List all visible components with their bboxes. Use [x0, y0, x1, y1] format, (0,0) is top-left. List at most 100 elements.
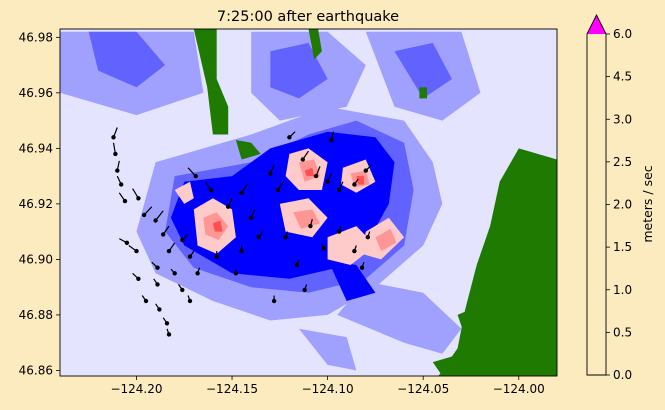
y-tick-label: 46.86 — [19, 363, 53, 377]
x-tick-label: −124.00 — [493, 382, 545, 396]
gauge-point — [302, 287, 307, 293]
gauge-point — [214, 254, 219, 259]
x-tick-label: −124.20 — [110, 382, 162, 396]
land-region — [193, 29, 229, 135]
gauge-point — [134, 248, 139, 254]
x-tick-label: −124.15 — [206, 382, 258, 396]
y-axis: 46.86 46.88 46.90 46.92 46.94 46.96 46.98 — [19, 30, 60, 377]
gauge-point — [308, 223, 313, 229]
speed-region — [293, 209, 320, 229]
gauge-point — [300, 157, 305, 162]
land-region — [457, 306, 485, 338]
colorbar-ticks: 0.0 0.5 1.0 1.5 2.0 2.5 3.0 4.5 6.0 — [606, 27, 632, 382]
speed-region — [304, 167, 315, 177]
gauge-point — [352, 248, 357, 254]
y-tick-label: 46.96 — [19, 86, 53, 100]
colorbar-outline — [586, 13, 607, 376]
gauge-point — [268, 171, 273, 176]
y-tick-label: 46.92 — [19, 197, 53, 211]
x-axis: −124.20 −124.15 −124.10 −124.05 −124.00 — [110, 376, 545, 396]
gauge-point — [172, 271, 177, 276]
speed-layer — [60, 31, 481, 371]
gauge-point — [226, 204, 231, 209]
gauge-point — [359, 265, 365, 270]
gauge-point — [294, 262, 300, 268]
gauge-point — [136, 196, 141, 201]
chart-title: 7:25:00 after earthquake — [217, 9, 399, 25]
colorbar-extend-max-triangle — [587, 15, 606, 34]
gauge-point — [155, 282, 160, 287]
gauge-point — [115, 168, 120, 173]
gauge-point — [363, 168, 368, 173]
gauge-point — [187, 254, 193, 259]
speed-region — [337, 281, 462, 354]
x-tick-label: −124.05 — [397, 382, 449, 396]
gauge-point — [113, 151, 118, 157]
colorbar-tick-label: 2.0 — [613, 198, 632, 212]
gauge-point — [195, 271, 200, 276]
gauge-point — [313, 173, 319, 179]
y-tick-label: 46.88 — [19, 308, 53, 322]
speed-region — [327, 259, 376, 301]
colorbar-tick-label: 3.0 — [613, 112, 632, 126]
gauge-point — [111, 135, 116, 140]
gauge-point — [136, 276, 141, 281]
y-tick-label: 46.90 — [19, 252, 53, 266]
y-tick-label: 46.94 — [19, 141, 53, 155]
colorbar-tick-label: 6.0 — [613, 27, 632, 41]
gauge-point — [166, 248, 172, 254]
gauge-point — [239, 248, 244, 254]
land-region — [432, 353, 471, 376]
gauge-point — [275, 187, 281, 193]
gauge-point — [119, 182, 124, 187]
colorbar-tick-label: 1.5 — [613, 240, 632, 254]
speed-region — [394, 42, 452, 99]
speed-region — [356, 176, 364, 185]
colorbar: 0.0 0.5 1.0 1.5 2.0 2.5 3.0 4.5 6.0 meters / sec — [586, 13, 655, 382]
gauge-point — [365, 235, 370, 240]
gauge-point — [166, 332, 172, 337]
gauge-point — [271, 298, 277, 304]
gauge-layer — [111, 127, 373, 337]
colorbar-tick-label: 0.5 — [613, 325, 632, 339]
speed-region — [327, 226, 376, 265]
plot-area — [59, 28, 558, 377]
speed-region — [88, 31, 166, 88]
land-region — [235, 140, 261, 160]
gauge-point — [187, 298, 193, 304]
gauge-point — [122, 198, 128, 204]
land-region — [308, 29, 322, 60]
gauge-point — [239, 190, 244, 195]
plot-frame — [59, 28, 558, 377]
gauge-point — [283, 235, 288, 240]
gauge-point — [208, 187, 214, 193]
gauge-point — [157, 307, 162, 312]
colorbar-label: meters / sec — [640, 165, 655, 242]
gauge-point — [153, 218, 158, 223]
gauge-point — [352, 182, 357, 187]
gauge-point — [321, 246, 326, 251]
colorbar-tick-label: 2.5 — [613, 155, 632, 169]
speed-region — [270, 42, 328, 99]
gauge-point — [329, 137, 334, 143]
gauge-point — [256, 235, 261, 240]
gauge-point — [325, 179, 330, 184]
speed-region — [212, 220, 223, 232]
y-tick-label: 46.98 — [19, 30, 53, 44]
colorbar-tick-label: 1.0 — [613, 283, 632, 297]
gauge-point — [180, 237, 185, 243]
gauge-point — [124, 240, 130, 245]
gauge-point — [155, 265, 160, 270]
land-layer — [193, 29, 557, 376]
gauge-point — [164, 321, 170, 326]
gauge-point — [336, 229, 342, 234]
colorbar-tick-label: 4.5 — [613, 70, 632, 84]
gauge-point — [336, 187, 342, 193]
land-region — [419, 87, 427, 99]
speed-region — [375, 228, 397, 252]
colorbar-tick-label: 0.0 — [613, 368, 632, 382]
gauge-point — [249, 215, 254, 220]
x-tick-label: −124.10 — [302, 382, 354, 396]
speed-region — [298, 328, 357, 371]
